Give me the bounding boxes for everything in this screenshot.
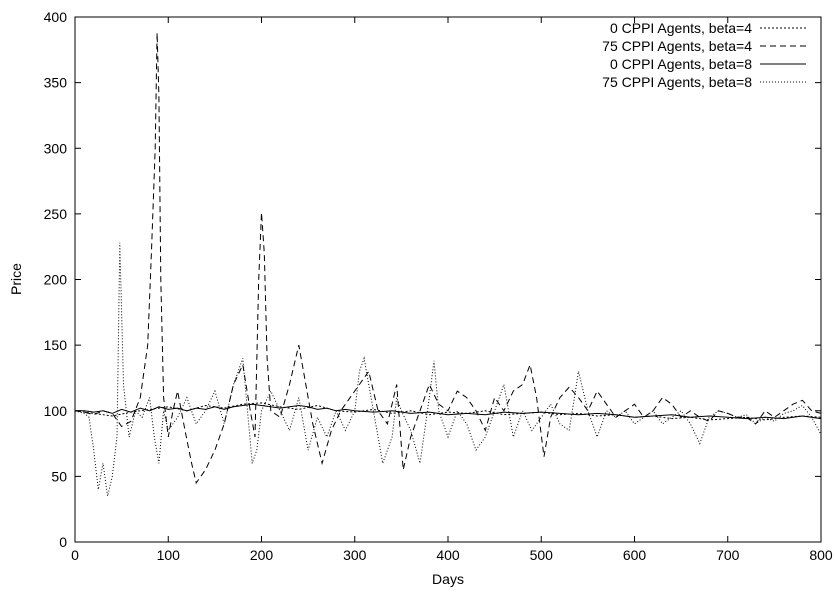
x-tick-label: 300 — [343, 547, 367, 563]
y-tick-label: 0 — [59, 534, 67, 550]
legend-label: 75 CPPI Agents, beta=4 — [602, 38, 752, 54]
y-tick-label: 300 — [44, 140, 68, 156]
series-lines — [74, 32, 822, 497]
series-line — [75, 403, 822, 420]
x-tick-label: 600 — [623, 547, 647, 563]
series-line — [74, 32, 822, 485]
x-tick-label: 500 — [530, 547, 554, 563]
x-tick-label: 0 — [71, 547, 79, 563]
y-tick-label: 50 — [51, 468, 67, 484]
series-line — [74, 402, 822, 421]
legend-label: 75 CPPI Agents, beta=8 — [602, 74, 752, 90]
y-tick-label: 400 — [44, 9, 68, 25]
series-line — [74, 242, 822, 497]
x-tick-label: 200 — [250, 547, 274, 563]
legend-label: 0 CPPI Agents, beta=8 — [610, 56, 752, 72]
legend: 0 CPPI Agents, beta=4 75 CPPI Agents, bet… — [602, 20, 806, 90]
x-tick-label: 100 — [157, 547, 181, 563]
y-axis-label: Price — [8, 263, 24, 295]
plot-frame — [74, 16, 822, 543]
x-tick-label: 700 — [716, 547, 740, 563]
y-tick-label: 250 — [44, 206, 68, 222]
y-tick-label: 100 — [44, 403, 68, 419]
axis-ticks: 0 100 200 300 400 500 600 700 800 0 50 100 150 200 250… — [44, 9, 833, 563]
x-axis-label: Days — [432, 571, 464, 587]
x-tick-label: 800 — [809, 547, 833, 563]
legend-label: 0 CPPI Agents, beta=4 — [610, 20, 752, 36]
y-tick-label: 350 — [44, 75, 68, 91]
y-tick-label: 150 — [44, 337, 68, 353]
x-tick-label: 400 — [436, 547, 460, 563]
y-tick-label: 200 — [44, 272, 68, 288]
